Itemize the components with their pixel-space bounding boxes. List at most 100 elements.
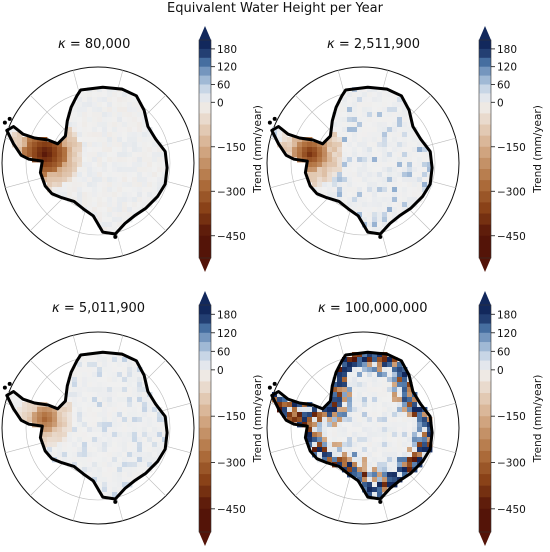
- trend-pixel: [57, 192, 63, 198]
- trend-pixel: [397, 157, 403, 163]
- trend-pixel: [407, 157, 413, 163]
- trend-pixel: [142, 462, 148, 468]
- trend-pixel: [62, 172, 68, 178]
- trend-pixel: [77, 417, 83, 423]
- trend-pixel: [132, 372, 138, 378]
- trend-pixel: [112, 147, 118, 153]
- trend-pixel: [357, 452, 363, 458]
- trend-pixel: [302, 407, 308, 413]
- trend-pixel: [92, 152, 98, 158]
- trend-pixel: [97, 357, 103, 363]
- trend-pixel: [92, 452, 98, 458]
- trend-pixel: [122, 432, 128, 438]
- colorbar-segment: [479, 404, 491, 417]
- trend-pixel: [92, 472, 98, 478]
- colorbar-segment: [479, 508, 491, 521]
- trend-pixel: [337, 177, 343, 183]
- trend-pixel: [122, 157, 128, 163]
- trend-pixel: [62, 167, 68, 173]
- trend-pixel: [157, 147, 163, 153]
- trend-pixel: [87, 112, 93, 118]
- trend-pixel: [77, 452, 83, 458]
- trend-pixel: [382, 142, 388, 148]
- trend-pixel: [417, 427, 423, 433]
- colorbar-segment: [199, 485, 211, 498]
- trend-pixels: [7, 352, 168, 498]
- trend-pixel: [392, 157, 398, 163]
- trend-pixel: [77, 427, 83, 433]
- trend-pixel: [57, 437, 63, 443]
- trend-pixel: [387, 407, 393, 413]
- trend-pixel: [82, 437, 88, 443]
- trend-pixel: [147, 137, 153, 143]
- trend-pixel: [87, 417, 93, 423]
- trend-pixel: [382, 452, 388, 458]
- trend-pixel: [97, 147, 103, 153]
- trend-pixel: [377, 127, 383, 133]
- trend-pixel: [47, 447, 53, 453]
- colorbar-segment: [199, 246, 211, 259]
- colorbar-segment: [479, 157, 491, 170]
- trend-pixel: [357, 177, 363, 183]
- trend-pixel: [407, 172, 413, 178]
- colorbar-label: Trend (mm/year): [532, 375, 544, 464]
- trend-pixel: [97, 462, 103, 468]
- trend-pixel: [72, 407, 78, 413]
- trend-pixel: [127, 197, 133, 203]
- trend-pixel: [57, 457, 63, 463]
- trend-pixel: [342, 452, 348, 458]
- trend-pixel: [322, 457, 328, 463]
- colorbar-tick-label: −450: [497, 231, 526, 243]
- trend-pixel: [152, 447, 158, 453]
- trend-pixel: [392, 182, 398, 188]
- colorbar-segment: [479, 93, 491, 103]
- trend-pixel: [342, 372, 348, 378]
- trend-pixel: [352, 357, 358, 363]
- trend-pixel: [87, 462, 93, 468]
- trend-pixel: [57, 447, 63, 453]
- trend-pixel: [117, 137, 123, 143]
- trend-pixel: [377, 222, 383, 228]
- colorbar-segment: [479, 146, 491, 159]
- trend-pixel: [147, 447, 153, 453]
- trend-pixel: [77, 377, 83, 383]
- colorbar-segment: [199, 135, 211, 148]
- colorbar-segment: [479, 450, 491, 464]
- trend-pixel: [102, 487, 108, 493]
- trend-pixel: [382, 107, 388, 113]
- trend-pixel: [342, 187, 348, 193]
- trend-pixel: [22, 412, 28, 418]
- trend-pixel: [362, 382, 368, 388]
- trend-pixel: [62, 187, 68, 193]
- trend-pixel: [362, 472, 368, 478]
- trend-pixel: [377, 367, 383, 373]
- trend-pixel: [102, 417, 108, 423]
- trend-pixel: [392, 207, 398, 213]
- trend-pixel: [332, 122, 338, 128]
- trend-pixel: [102, 382, 108, 388]
- trend-pixel: [347, 147, 353, 153]
- trend-pixel: [362, 137, 368, 143]
- trend-pixel: [347, 127, 353, 133]
- colorbar-segment: [199, 497, 211, 510]
- trend-pixel: [132, 132, 138, 138]
- trend-pixel: [387, 382, 393, 388]
- trend-pixel: [87, 107, 93, 113]
- trend-pixel: [377, 212, 383, 218]
- trend-pixel: [382, 207, 388, 213]
- trend-pixel: [352, 157, 358, 163]
- trend-pixel: [157, 172, 163, 178]
- trend-pixel: [352, 187, 358, 193]
- trend-pixel: [112, 387, 118, 393]
- trend-pixel: [347, 202, 353, 208]
- trend-pixel: [367, 197, 373, 203]
- trend-pixel: [97, 402, 103, 408]
- trend-pixel: [372, 147, 378, 153]
- island: [7, 381, 12, 386]
- trend-pixel: [107, 412, 113, 418]
- trend-pixel: [157, 412, 163, 418]
- colorbar-label: Trend (mm/year): [252, 105, 264, 194]
- trend-pixel: [402, 152, 408, 158]
- trend-pixel: [92, 477, 98, 483]
- trend-pixel: [382, 412, 388, 418]
